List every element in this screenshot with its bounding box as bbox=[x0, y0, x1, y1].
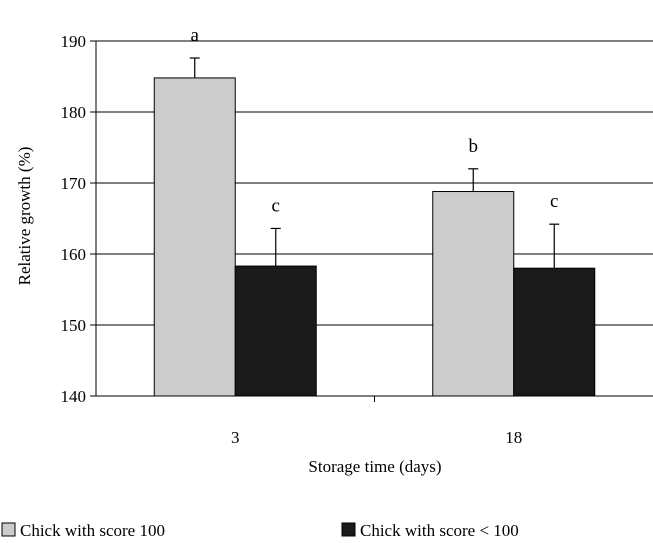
significance-label-cat-3-series-1: a bbox=[191, 25, 200, 46]
bar-cat-18-series-2 bbox=[513, 267, 596, 397]
significance-label-cat-3-series-2: c bbox=[272, 195, 280, 216]
bar-cat-3-series-1 bbox=[153, 77, 236, 397]
y-tick-label-170: 170 bbox=[61, 174, 87, 193]
bar-cat-18-series-1 bbox=[432, 191, 515, 397]
bar-cat-3-series-2 bbox=[234, 265, 317, 397]
legend-label-score-below-100: Chick with score < 100 bbox=[360, 521, 519, 540]
y-tick-label-180: 180 bbox=[61, 103, 87, 122]
y-tick-label-150: 150 bbox=[61, 316, 87, 335]
significance-label-cat-18-series-2: c bbox=[550, 191, 558, 212]
y-tick-label-190: 190 bbox=[61, 32, 87, 51]
axes bbox=[90, 40, 653, 402]
x-tick-labels: 3 18 bbox=[231, 428, 522, 447]
legend: Chick with score 100 Chick with score < … bbox=[1, 521, 519, 540]
x-axis-title: Storage time (days) bbox=[308, 457, 441, 476]
x-tick-label-18: 18 bbox=[505, 428, 522, 447]
y-tick-label-160: 160 bbox=[61, 245, 87, 264]
bars: a c b c bbox=[153, 25, 596, 397]
legend-label-score-100: Chick with score 100 bbox=[20, 521, 165, 540]
y-axis-title: Relative growth (%) bbox=[15, 147, 34, 286]
significance-label-cat-18-series-1: b bbox=[469, 136, 479, 157]
legend-swatch-score-100 bbox=[1, 522, 16, 537]
legend-swatch-score-below-100 bbox=[341, 522, 356, 537]
y-tick-label-140: 140 bbox=[61, 387, 87, 406]
x-tick-label-3: 3 bbox=[231, 428, 240, 447]
y-tick-labels: 140 150 160 170 180 190 bbox=[61, 32, 87, 406]
